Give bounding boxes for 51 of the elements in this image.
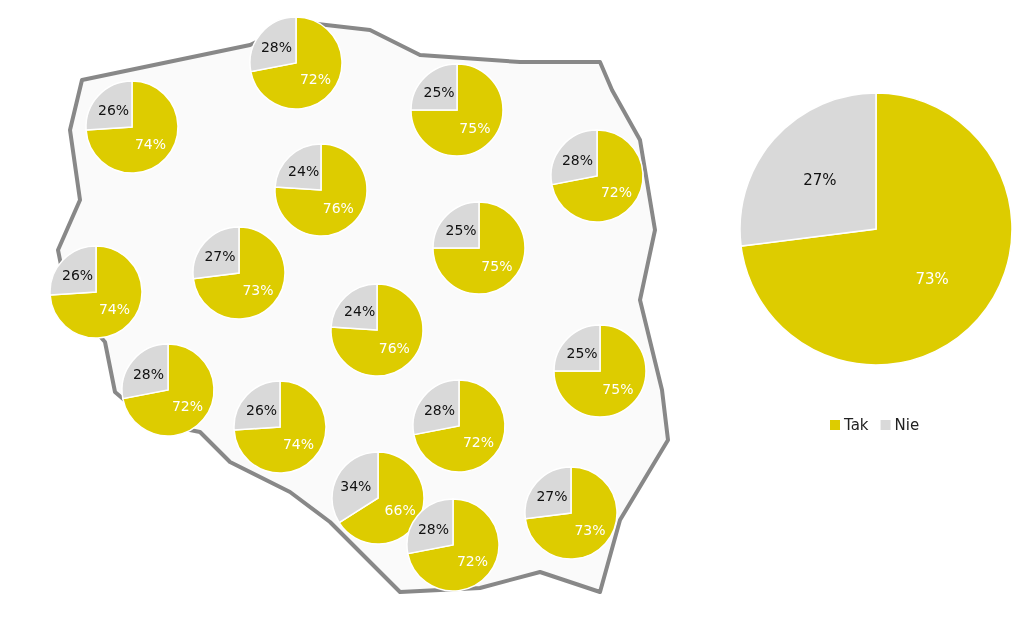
data-label: 28% <box>423 401 456 418</box>
data-label: 72% <box>462 434 495 451</box>
data-label: 27% <box>536 488 568 505</box>
data-label: 73% <box>574 521 606 538</box>
data-label: 34% <box>340 477 372 494</box>
data-label: 74% <box>282 436 315 453</box>
data-label: 76% <box>322 200 354 217</box>
data-label: 73% <box>242 281 274 298</box>
data-label: 75% <box>459 119 491 136</box>
pie-slice <box>524 466 618 560</box>
data-label: 75% <box>481 257 513 274</box>
legend-label: Tak <box>843 416 869 435</box>
data-label: 28% <box>260 38 293 55</box>
data-label: 28% <box>561 151 594 168</box>
data-label: 27% <box>204 248 236 265</box>
data-label: 26% <box>245 401 278 418</box>
data-label: 72% <box>299 71 332 88</box>
pie-slice <box>49 245 143 339</box>
data-label: 72% <box>600 184 633 201</box>
data-label: 24% <box>344 303 376 320</box>
pie-slice <box>122 343 215 437</box>
pie-slice <box>85 80 179 174</box>
data-label: 72% <box>171 398 204 415</box>
pie-slice <box>740 92 1013 366</box>
pie-slice <box>553 324 647 418</box>
pie-slice <box>250 16 343 110</box>
data-label: 28% <box>417 520 450 537</box>
data-label: 26% <box>61 266 94 283</box>
data-label: 25% <box>566 345 598 362</box>
legend-label: Nie <box>894 416 920 435</box>
data-label: 24% <box>288 163 320 180</box>
data-label: 25% <box>445 222 477 239</box>
pie-slice <box>551 129 644 223</box>
data-label: 74% <box>98 301 131 318</box>
pie-slice <box>233 380 327 474</box>
pie-slice <box>274 143 368 237</box>
data-label: 73% <box>915 269 949 288</box>
pie-slice <box>192 226 286 320</box>
pie-slice <box>410 63 504 157</box>
data-label: 72% <box>456 553 489 570</box>
data-label: 66% <box>384 502 416 519</box>
data-label: 74% <box>134 136 167 153</box>
pie-slice <box>330 283 424 377</box>
data-label: 26% <box>97 101 130 118</box>
data-label: 28% <box>132 365 165 382</box>
pie-slice <box>413 379 506 473</box>
data-label: 27% <box>803 170 837 189</box>
data-label: 76% <box>378 340 410 357</box>
pie-slice <box>432 201 526 295</box>
data-label: 25% <box>423 84 455 101</box>
data-label: 75% <box>602 380 634 397</box>
